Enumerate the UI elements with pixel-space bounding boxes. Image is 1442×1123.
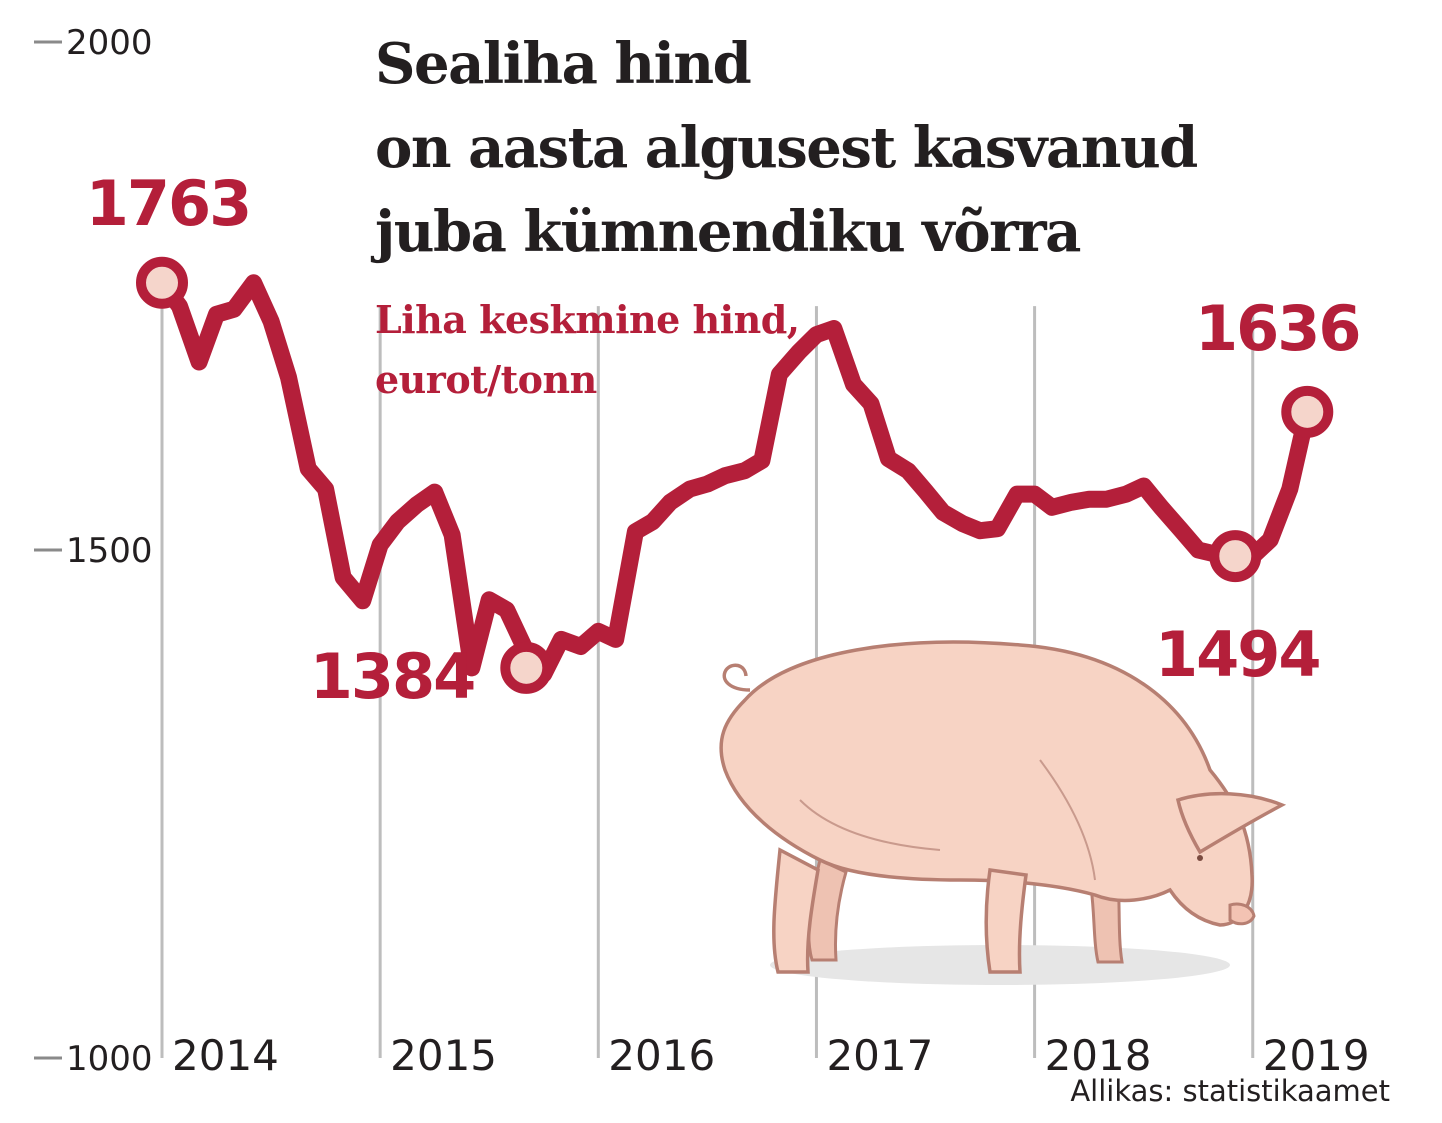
y-tick-label-1000: 1000: [66, 1039, 153, 1079]
x-tick-label-2015: 2015: [390, 1031, 497, 1080]
subtitle-line-2: eurot/tonn: [375, 357, 597, 402]
pig-illustration: [719, 640, 1287, 985]
title-line-2: on aasta algusest kasvanud: [375, 115, 1198, 181]
data-label-1636: 1636: [1195, 292, 1360, 365]
highlight-marker-1384: [500, 641, 553, 694]
highlight-marker-1763: [136, 256, 188, 309]
label-layer: 1763 1384 1494 1636: [86, 167, 1362, 713]
x-tick-label-2016: 2016: [608, 1031, 715, 1080]
y-tick-label-1500: 1500: [66, 531, 153, 571]
x-tick-label-2014: 2014: [172, 1031, 279, 1080]
x-tick-label-2017: 2017: [826, 1031, 933, 1080]
series-line-0: [153, 274, 1316, 683]
highlight-marker-1636: [1281, 385, 1334, 438]
data-label-1763: 1763: [86, 167, 251, 240]
data-label-1494: 1494: [1155, 618, 1320, 691]
x-tick-label-2018: 2018: [1045, 1031, 1152, 1080]
subtitle-line-1: Liha keskmine hind,: [375, 297, 800, 342]
marker-layer: [136, 256, 1334, 694]
title-line-1: Sealiha hind: [375, 31, 752, 97]
data-label-1384: 1384: [310, 640, 475, 713]
x-tick-label-2019: 2019: [1263, 1031, 1370, 1080]
chart-subtitle: Liha keskmine hind, eurot/tonn: [375, 290, 800, 410]
y-tick-label-2000: 2000: [66, 23, 153, 63]
chart-title: Sealiha hind on aasta algusest kasvanud …: [375, 22, 1198, 274]
title-line-3: juba kümnendiku võrra: [375, 199, 1081, 265]
series-layer: [153, 274, 1316, 683]
source-note: Allikas: statistikaamet: [1070, 1074, 1390, 1108]
highlight-marker-1494: [1209, 530, 1262, 583]
axis-layer: 2014 2015 2016 2017 2018 2019 2000 1500 1000: [34, 23, 1370, 1080]
